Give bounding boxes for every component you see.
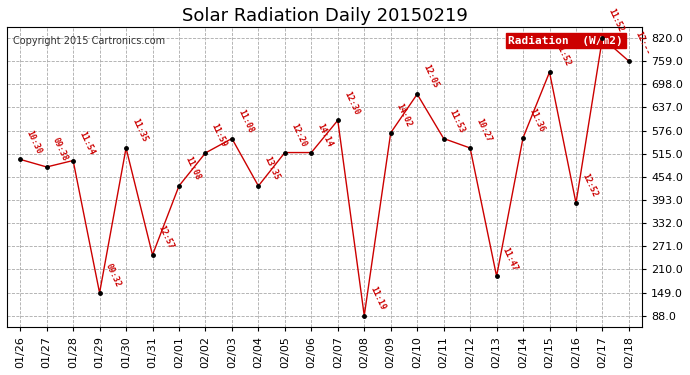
Text: 11:59: 11:59 (210, 122, 228, 149)
Text: 12:05: 12:05 (422, 63, 440, 90)
Text: Radiation  (W/m2): Radiation (W/m2) (509, 36, 623, 46)
Text: 12:57: 12:57 (157, 224, 175, 251)
Text: Copyright 2015 Cartronics.com: Copyright 2015 Cartronics.com (13, 36, 166, 46)
Text: 10:27: 10:27 (474, 117, 493, 144)
Text: 10:30: 10:30 (24, 129, 43, 155)
Text: 11:36: 11:36 (527, 107, 546, 134)
Text: 12:52: 12:52 (580, 172, 599, 199)
Text: 11:08: 11:08 (236, 108, 255, 134)
Text: 09:38: 09:38 (51, 136, 70, 163)
Text: 09:32: 09:32 (104, 262, 122, 289)
Text: 12:--: 12:-- (633, 30, 652, 57)
Text: 13:35: 13:35 (263, 155, 282, 182)
Text: 11:08: 11:08 (183, 155, 202, 182)
Text: 11:53: 11:53 (448, 108, 466, 134)
Text: 11:35: 11:35 (130, 117, 149, 144)
Text: 11:47: 11:47 (501, 246, 520, 272)
Title: Solar Radiation Daily 20150219: Solar Radiation Daily 20150219 (181, 7, 468, 25)
Text: 12:20: 12:20 (289, 122, 308, 148)
Text: 11:19: 11:19 (368, 285, 387, 312)
Text: 11:54: 11:54 (77, 130, 96, 156)
Text: 14:14: 14:14 (315, 122, 334, 148)
Text: 11:52: 11:52 (553, 42, 573, 68)
Text: 14:02: 14:02 (395, 102, 413, 129)
Text: 11:52: 11:52 (607, 8, 625, 34)
Text: 12:30: 12:30 (342, 90, 361, 116)
